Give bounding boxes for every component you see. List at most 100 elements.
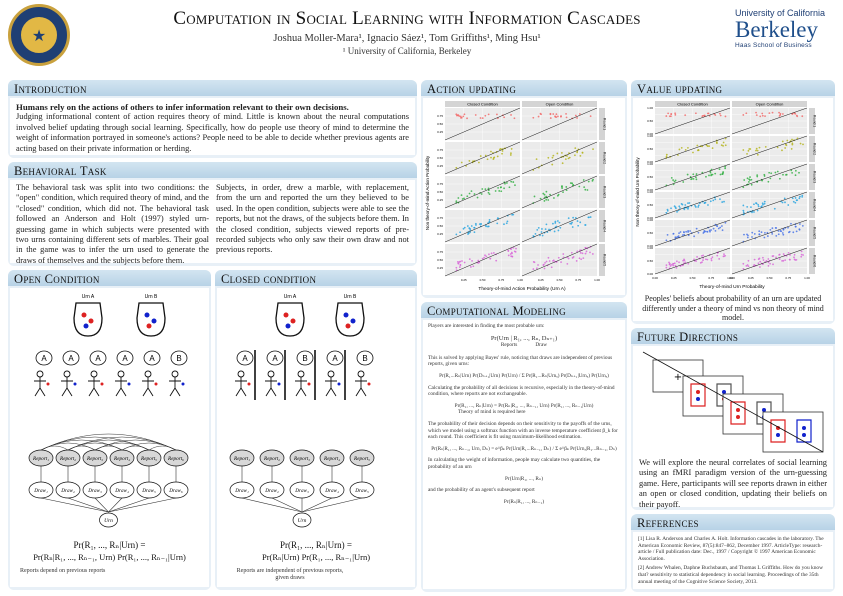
scatter-point	[503, 187, 505, 190]
scatter-point	[549, 193, 551, 196]
scatter-point	[584, 252, 587, 255]
person-head-icon	[63, 370, 71, 378]
scatter-point	[581, 252, 584, 255]
scatter-point	[784, 259, 787, 261]
scatter-point	[784, 143, 787, 146]
scatter-point	[515, 247, 517, 250]
ref-2: [2] Andrew Whalen, Daphne Buchsbaum, and…	[638, 565, 823, 585]
y-tick-label: 0.50	[647, 231, 653, 235]
identity-line	[444, 243, 521, 277]
open-person-5: A	[142, 350, 161, 397]
speech-bubble-icon	[170, 350, 188, 366]
scatter-point	[463, 226, 466, 229]
closed-eq2: Pr(Rₙ|Urn) Pr(R₁, ..., Rₙ₋₁|Urn)	[261, 552, 371, 562]
scatter-point	[712, 227, 715, 230]
x-tick-label: 0.25	[461, 278, 467, 282]
fmri-paradigm-diagram: +	[642, 351, 824, 453]
scatter-point	[574, 114, 577, 117]
scatter-point	[469, 266, 472, 268]
scatter-point	[496, 155, 499, 158]
scatter-point	[776, 146, 779, 149]
scatter-point	[710, 174, 712, 177]
task-col2: Subjects, in order, drew a marble, with …	[216, 183, 409, 255]
scatter-point	[746, 236, 749, 239]
scatter-point	[455, 200, 458, 203]
scatter-point	[767, 258, 770, 260]
scatter-point	[719, 114, 722, 117]
scatter-point	[533, 261, 536, 264]
scatter-point	[701, 171, 704, 174]
scatter-point	[769, 262, 771, 265]
scatter-point	[501, 152, 503, 155]
edge-urn-draw	[108, 497, 177, 513]
edge-urn-draw	[94, 497, 109, 513]
scatter-point	[565, 189, 568, 192]
scatter-point	[461, 198, 464, 200]
marble-icon	[247, 382, 251, 386]
scatter-point	[667, 112, 670, 115]
marble-icon	[367, 382, 371, 386]
scatter-point	[743, 179, 746, 181]
facet-row-strip	[809, 136, 815, 162]
open-bubble-label: A	[41, 354, 47, 363]
task-panel: Behavioral Task The behavioral task was …	[8, 162, 417, 266]
scatter-point	[460, 161, 463, 164]
scatter-point	[751, 211, 753, 214]
scatter-point	[473, 193, 476, 195]
scatter-point	[791, 142, 794, 145]
open-draw-label: Draw₆	[168, 488, 183, 494]
scatter-point	[675, 267, 678, 269]
scatter-point	[761, 202, 764, 205]
action-chart: Non theory-of-mind Action Probability The…	[425, 101, 607, 292]
scatter-point	[567, 257, 570, 260]
seal-star-icon: ★	[31, 28, 47, 45]
closed-bubble-label: A	[272, 354, 278, 363]
scatter-point	[675, 236, 677, 239]
brand-main: Berkeley	[735, 17, 819, 42]
y-tick-label: 0.50	[437, 122, 443, 126]
modeling-e3: Pr(R₁, ..., Rₙ|Urn) = Pr(Rₙ|R₁, ..., Rₙ₋…	[454, 402, 594, 409]
open-report-node-1: Report₁	[28, 449, 54, 467]
scatter-point	[782, 173, 784, 176]
scatter-point	[574, 147, 577, 150]
scatter-point	[793, 258, 796, 261]
scatter-point	[675, 260, 678, 263]
open-draw-node-5: Draw₅	[136, 481, 162, 499]
scatter-point	[470, 225, 473, 227]
scatter-point	[553, 230, 556, 233]
identity-line	[654, 107, 731, 135]
scatter-point	[668, 261, 670, 264]
scatter-point	[801, 194, 804, 197]
x-tick-label: 1.00	[804, 276, 810, 280]
facet-row-label: Round 1	[813, 115, 817, 127]
scatter-point	[697, 149, 700, 151]
open-person-3: A	[88, 350, 107, 397]
scatter-point	[755, 114, 758, 117]
person-body-icon	[169, 377, 181, 397]
scatter-point	[778, 253, 781, 256]
speech-bubble-icon	[116, 350, 134, 366]
scatter-point	[705, 175, 707, 178]
brand-sub: Haas School of Business	[735, 42, 812, 49]
scatter-point	[747, 181, 750, 183]
scatter-point	[717, 227, 720, 230]
closed-report-label: Report₅	[353, 456, 370, 462]
scatter-point	[791, 138, 793, 141]
scatter-point	[532, 268, 535, 270]
scatter-point	[463, 113, 466, 116]
scatter-point	[724, 165, 727, 168]
scatter-point	[766, 235, 769, 237]
scatter-point	[694, 206, 697, 208]
speech-bubble-icon	[236, 350, 254, 366]
scatter-point	[473, 226, 476, 229]
scatter-point	[710, 257, 713, 260]
open-eq2: Pr(Rₙ|R₁, ..., Rₙ₋₁, Urn) Pr(R₁, ..., Rₙ…	[33, 552, 186, 562]
scatter-point	[592, 178, 594, 181]
closed-bubble-label: A	[332, 354, 338, 363]
scatter-point	[708, 145, 710, 148]
identity-line	[731, 219, 808, 247]
identity-line	[521, 175, 598, 209]
scatter-point	[546, 231, 549, 234]
facet-row-label: Round 3	[603, 186, 607, 198]
y-tick-label: 0.00	[647, 160, 653, 164]
